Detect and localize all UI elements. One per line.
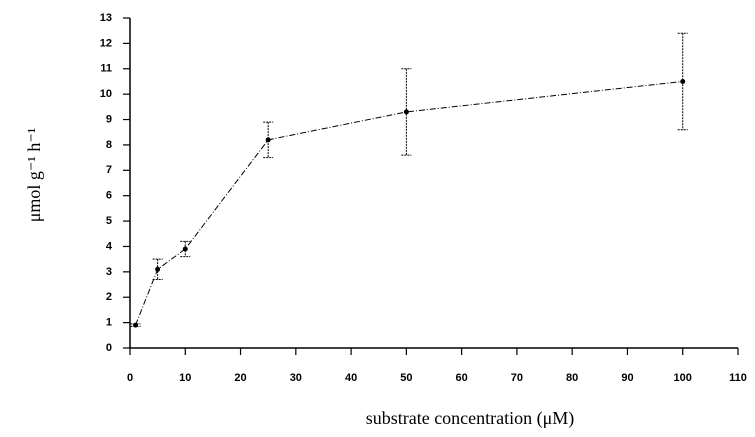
x-tick-label: 110 [729, 372, 747, 384]
x-tick-label: 40 [345, 372, 357, 384]
y-tick-label: 11 [100, 63, 112, 75]
data-point [680, 78, 686, 84]
x-tick-label: 80 [566, 372, 578, 384]
y-axis-label: μmol g⁻¹ h⁻¹ [24, 128, 44, 222]
y-tick-label: 1 [106, 317, 112, 329]
data-point [403, 109, 409, 115]
y-tick-label: 12 [100, 37, 112, 49]
x-tick-label: 100 [674, 372, 692, 384]
x-tick-label: 0 [127, 372, 133, 384]
data-point [155, 266, 161, 272]
y-tick-label: 8 [106, 139, 112, 151]
y-tick-label: 9 [106, 113, 112, 125]
y-tick-label: 10 [100, 88, 112, 100]
y-tick-label: 7 [106, 164, 112, 176]
y-tick-label: 13 [100, 12, 112, 24]
data-point [133, 322, 139, 328]
x-tick-label: 20 [234, 372, 246, 384]
y-tick-label: 2 [106, 291, 112, 303]
x-tick-label: 70 [511, 372, 523, 384]
y-tick-label: 0 [106, 342, 112, 354]
x-tick-label: 10 [179, 372, 191, 384]
x-tick-label: 50 [400, 372, 412, 384]
x-axis-label: substrate concentration (μM) [366, 408, 575, 429]
x-tick-label: 90 [621, 372, 633, 384]
y-tick-label: 5 [106, 215, 112, 227]
error-bar [263, 121, 274, 159]
data-point [265, 137, 271, 143]
y-tick-label: 6 [106, 190, 112, 202]
x-tick-label: 30 [290, 372, 302, 384]
x-tick-label: 60 [456, 372, 468, 384]
y-tick-label: 4 [106, 240, 113, 252]
data-line [135, 80, 683, 326]
data-point [182, 246, 188, 252]
y-tick-label: 3 [106, 266, 112, 278]
